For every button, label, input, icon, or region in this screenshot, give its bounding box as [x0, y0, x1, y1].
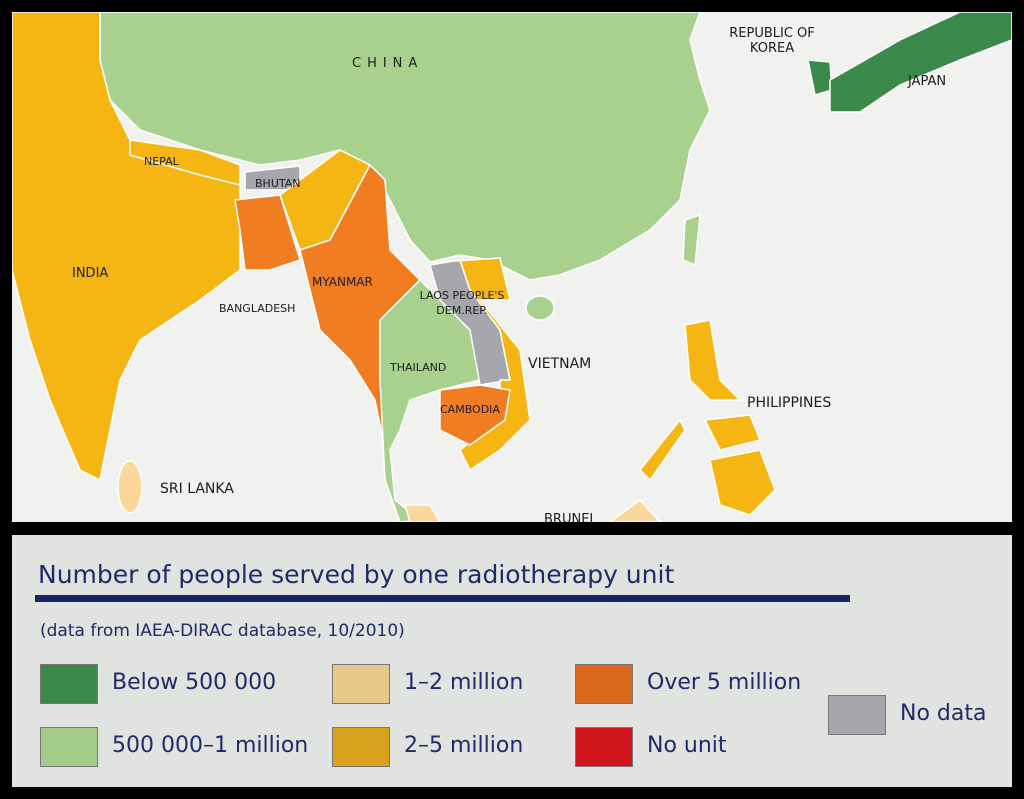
map-label: BHUTAN — [255, 177, 301, 190]
legend-swatch — [575, 727, 633, 767]
vietnam — [439, 257, 531, 472]
nepal — [129, 139, 241, 186]
legend: Number of people served by one radiother… — [12, 535, 1012, 787]
legend-label: Below 500 000 — [112, 670, 277, 695]
map-label: LAOS PEOPLE'S DEM.REP. — [419, 289, 505, 317]
map-label: REPUBLIC OF KOREA — [729, 26, 815, 56]
luzon — [684, 319, 742, 401]
map-label: SRI LANKA — [160, 481, 234, 497]
legend-swatch — [575, 664, 633, 704]
legend-label: No unit — [647, 733, 727, 758]
japan — [829, 12, 1012, 113]
legend-swatch — [332, 727, 390, 767]
map-label: CHINA — [352, 56, 424, 71]
map-label: JAPAN — [908, 74, 947, 89]
legend-label: 500 000–1 million — [112, 733, 309, 758]
legend-subtitle: (data from IAEA-DIRAC database, 10/2010) — [40, 621, 405, 641]
legend-label: Over 5 million — [647, 670, 802, 695]
bangladesh — [234, 194, 301, 271]
map-shapes — [12, 12, 1012, 522]
malaysia — [403, 504, 441, 522]
legend-swatch — [40, 727, 98, 767]
map-label: BRUNEI — [544, 512, 594, 522]
map-label: NEPAL — [144, 155, 179, 168]
map-label: VIETNAM — [528, 356, 592, 372]
legend-label: 2–5 million — [404, 733, 524, 758]
map-label: PHILIPPINES — [747, 395, 832, 411]
legend-swatch — [40, 664, 98, 704]
visayas — [703, 414, 762, 451]
palawan — [638, 418, 686, 482]
hainan — [525, 295, 555, 321]
borneo — [608, 498, 662, 522]
taiwan — [682, 213, 701, 267]
legend-swatch — [828, 695, 886, 735]
map-label: THAILAND — [390, 361, 447, 374]
map-label: MYANMAR — [312, 275, 373, 289]
map-label: CAMBODIA — [440, 403, 500, 416]
korea — [807, 59, 833, 96]
mindanao — [709, 449, 776, 516]
legend-swatch — [332, 664, 390, 704]
title-rule — [35, 595, 850, 602]
map-label: INDIA — [72, 266, 109, 281]
legend-title: Number of people served by one radiother… — [38, 560, 675, 589]
map-label: BANGLADESH — [219, 302, 296, 315]
map: CHINA REPUBLIC OF KOREA JAPAN NEPAL BHUT… — [12, 12, 1012, 522]
cambodia — [439, 384, 511, 446]
legend-label: 1–2 million — [404, 670, 524, 695]
legend-label: No data — [900, 701, 987, 726]
sri-lanka — [117, 460, 143, 514]
india — [12, 12, 241, 482]
